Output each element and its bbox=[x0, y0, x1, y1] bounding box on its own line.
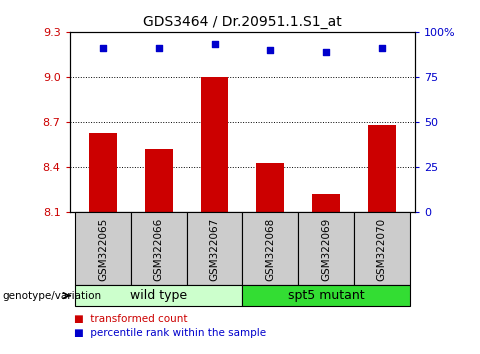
Bar bbox=[131, 212, 187, 285]
Text: wild type: wild type bbox=[130, 289, 187, 302]
Bar bbox=[75, 212, 131, 285]
Bar bbox=[368, 125, 396, 212]
Text: GSM322069: GSM322069 bbox=[321, 218, 331, 281]
Bar bbox=[242, 285, 409, 306]
Text: ■  percentile rank within the sample: ■ percentile rank within the sample bbox=[74, 328, 266, 338]
Bar bbox=[145, 149, 173, 212]
Text: genotype/variation: genotype/variation bbox=[2, 291, 102, 301]
Text: spt5 mutant: spt5 mutant bbox=[288, 289, 364, 302]
Point bbox=[99, 45, 107, 51]
Text: GSM322070: GSM322070 bbox=[377, 218, 387, 281]
Point bbox=[155, 45, 163, 51]
Bar bbox=[187, 212, 242, 285]
Point bbox=[211, 42, 218, 47]
Text: GSM322065: GSM322065 bbox=[98, 218, 108, 281]
Point bbox=[322, 49, 330, 55]
Text: ■  transformed count: ■ transformed count bbox=[74, 314, 188, 324]
Text: GSM322068: GSM322068 bbox=[265, 218, 275, 281]
Point bbox=[266, 47, 274, 53]
Bar bbox=[298, 212, 354, 285]
Point bbox=[378, 45, 385, 51]
Bar bbox=[256, 163, 284, 212]
Text: GSM322066: GSM322066 bbox=[154, 218, 164, 281]
Bar bbox=[201, 77, 228, 212]
Bar bbox=[89, 133, 117, 212]
Bar bbox=[354, 212, 409, 285]
Bar bbox=[312, 194, 340, 212]
Bar bbox=[242, 212, 298, 285]
Text: GSM322067: GSM322067 bbox=[210, 218, 219, 281]
Title: GDS3464 / Dr.20951.1.S1_at: GDS3464 / Dr.20951.1.S1_at bbox=[143, 16, 342, 29]
Bar bbox=[75, 285, 242, 306]
